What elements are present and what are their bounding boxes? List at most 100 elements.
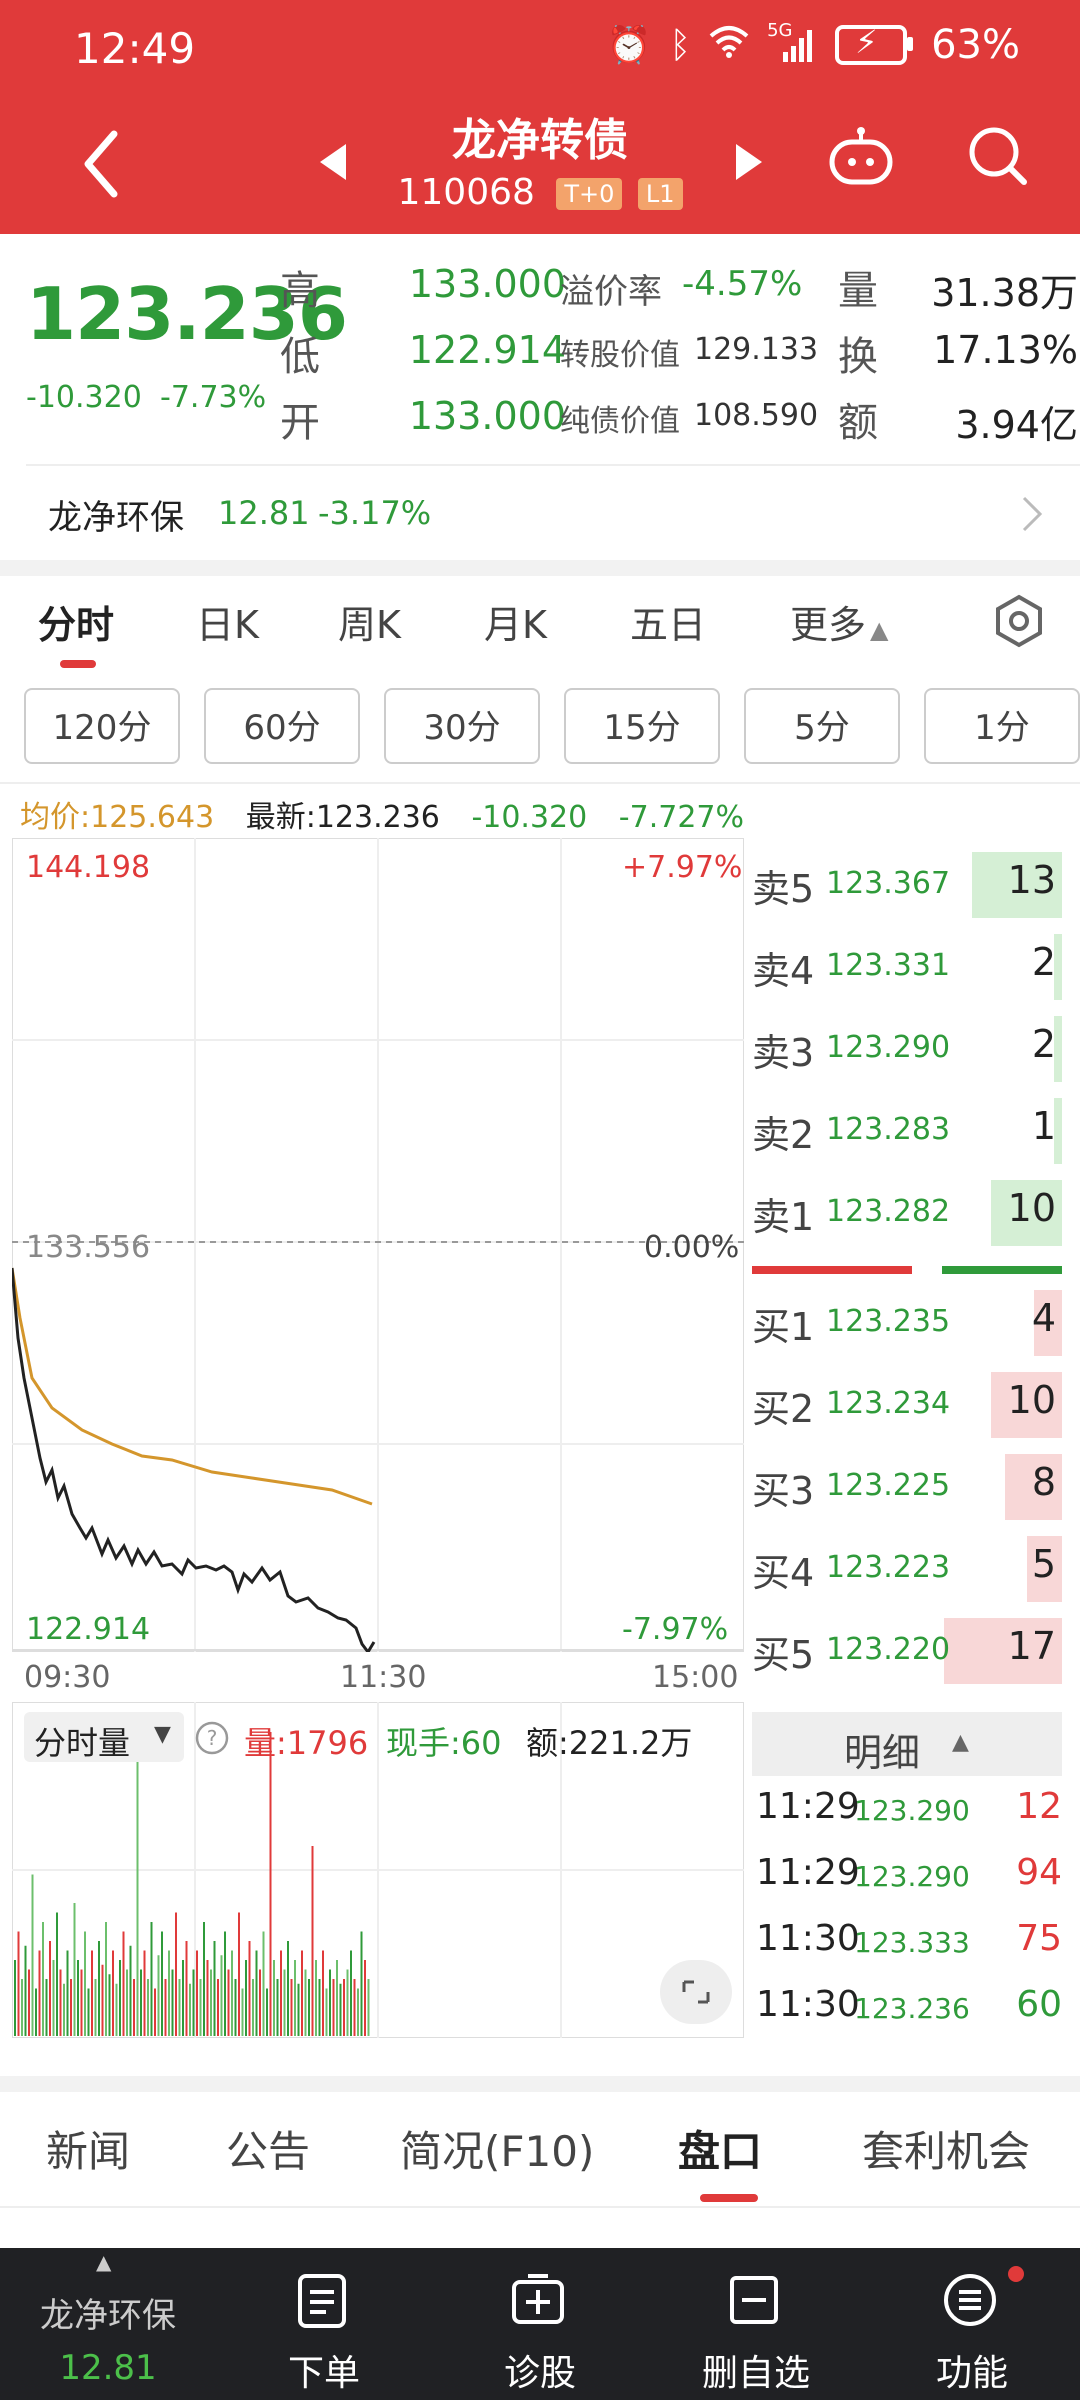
volume-bar: [164, 1979, 167, 2036]
notification-dot: [1008, 2266, 1024, 2282]
volume-bar: [255, 1950, 258, 2036]
volume-selector[interactable]: 分时量 ▼: [24, 1712, 184, 1762]
fullscreen-button[interactable]: [660, 1960, 732, 2024]
order-book-sell-row[interactable]: 卖1 123.282 10: [752, 1174, 1062, 1254]
latest-price: 最新:123.236: [245, 800, 440, 835]
volume-bar: [227, 1969, 230, 2036]
robot-assistant-icon[interactable]: [828, 126, 894, 186]
volume-bar: [357, 1988, 359, 2036]
order-book-sell-row[interactable]: 卖5 123.367 13: [752, 846, 1062, 926]
period-60min[interactable]: 60分: [204, 688, 360, 764]
tab-weekly-k[interactable]: 周K: [338, 603, 401, 647]
nav-related-stock[interactable]: ▲ 龙净环保 12.81: [0, 2248, 216, 2400]
volume-bar: [283, 1969, 286, 2036]
prev-stock-icon[interactable]: [320, 144, 346, 180]
page-title: 龙净转债: [452, 115, 628, 166]
order-book-sell-row[interactable]: 卖2 123.283 1: [752, 1092, 1062, 1172]
order-price: 123.331: [826, 948, 951, 983]
intraday-chart[interactable]: [12, 838, 744, 1652]
status-icons: ⏰ ᛒ 5G ⚡ 63%: [607, 20, 1020, 68]
nav-order-label: 下单: [287, 2353, 360, 2394]
period-15min[interactable]: 15分: [564, 688, 720, 764]
order-price: 123.225: [826, 1468, 951, 1503]
volume-bar: [21, 1979, 23, 2036]
next-stock-icon[interactable]: [736, 144, 762, 180]
order-price: 123.283: [826, 1112, 951, 1147]
trade-detail-row: 11:29 123.290 94: [756, 1842, 1062, 1908]
volume-bar: [119, 1960, 121, 2036]
order-book-sell-row[interactable]: 卖4 123.331 2: [752, 928, 1062, 1008]
related-stock-row[interactable]: 龙净环保 12.81 -3.17%: [0, 466, 1080, 560]
volume-bar: [206, 1960, 209, 2036]
nav-remove-label: 删自选: [701, 2353, 810, 2394]
tab-monthly-k[interactable]: 月K: [484, 603, 547, 647]
related-stock-pct: -3.17%: [318, 494, 432, 532]
volume-bar: [266, 1988, 268, 2036]
nav-order[interactable]: 下单: [216, 2248, 432, 2400]
order-level-label: 卖4: [752, 949, 815, 993]
order-volume-bar: [1054, 934, 1062, 1000]
volume-bar: [115, 1983, 118, 2036]
tab-intraday[interactable]: 分时: [38, 603, 115, 647]
volume-bar: [360, 1931, 363, 2036]
nav-remove-watchlist[interactable]: 删自选: [648, 2248, 864, 2400]
amount-label: 额: [838, 400, 878, 446]
order-book-buy-row[interactable]: 买2 123.234 10: [752, 1366, 1062, 1446]
stock-code: 110068: [397, 172, 535, 213]
volume-bar: [84, 1931, 86, 2036]
related-stock-price: 12.81: [218, 494, 310, 532]
related-stock-name: 龙净环保: [48, 498, 184, 538]
nav-diagnose[interactable]: 诊股: [432, 2248, 648, 2400]
tab-more[interactable]: 更多 ▲: [790, 594, 888, 649]
volume-bar: [122, 1931, 125, 2036]
active-tab-indicator: [700, 2194, 758, 2202]
trade-detail-row: 11:29 123.290 12: [756, 1776, 1062, 1842]
order-volume: 17: [1007, 1624, 1056, 1668]
order-book-buy-row[interactable]: 买3 123.225 8: [752, 1448, 1062, 1528]
order-book-sell-row[interactable]: 卖3 123.290 2: [752, 1010, 1062, 1090]
period-5min[interactable]: 5分: [744, 688, 900, 764]
caret-up-icon: ▲: [870, 616, 889, 644]
volume-bar: [238, 1912, 240, 2036]
detail-header[interactable]: 明细 ▲: [752, 1712, 1062, 1776]
signal-icon: 5G: [767, 20, 817, 64]
order-volume: 4: [1031, 1296, 1056, 1340]
order-level-label: 卖1: [752, 1195, 815, 1239]
help-icon[interactable]: ?: [194, 1720, 230, 1756]
bluetooth-icon: ᛒ: [669, 24, 692, 66]
tab-news[interactable]: 新闻: [46, 2127, 131, 2176]
price-line: [12, 1267, 376, 1652]
tab-order-book[interactable]: 盘口: [678, 2127, 763, 2176]
high-value: 133.000: [408, 262, 566, 306]
period-1min[interactable]: 1分: [924, 688, 1080, 764]
period-120min[interactable]: 120分: [24, 688, 180, 764]
order-book-buy-row[interactable]: 买1 123.235 4: [752, 1284, 1062, 1364]
order-level-label: 买3: [752, 1469, 815, 1513]
volume-bar: [311, 1846, 314, 2036]
volume-bar: [248, 1941, 251, 2036]
tab-daily-k[interactable]: 日K: [196, 603, 259, 647]
nav-functions[interactable]: 功能: [864, 2248, 1080, 2400]
chevron-right-icon: [1022, 496, 1043, 532]
volume-bar: [28, 1969, 30, 2036]
tab-arbitrage[interactable]: 套利机会: [862, 2127, 1031, 2176]
order-price: 123.235: [826, 1304, 951, 1339]
back-arrow-icon[interactable]: [70, 124, 130, 204]
period-30min[interactable]: 30分: [384, 688, 540, 764]
divider: [0, 782, 1080, 784]
settings-hexagon-icon[interactable]: [992, 594, 1046, 648]
order-volume-bar: [1034, 1290, 1062, 1356]
nav-functions-label: 功能: [935, 2353, 1008, 2394]
tab-overview-f10[interactable]: 简况(F10): [400, 2127, 595, 2176]
order-book-buy-row[interactable]: 买4 123.223 5: [752, 1530, 1062, 1610]
order-volume: 10: [1007, 1378, 1056, 1422]
search-icon[interactable]: [966, 124, 1030, 188]
volume-bar: [101, 1964, 104, 2036]
tab-five-day[interactable]: 五日: [630, 603, 707, 647]
trade-price: 123.333: [854, 1926, 970, 1959]
volume-bar: [178, 1979, 181, 2036]
volume-bar: [129, 1945, 132, 2036]
volume-bar: [105, 1922, 107, 2036]
order-book-buy-row[interactable]: 买5 123.220 17: [752, 1612, 1062, 1692]
tab-announcements[interactable]: 公告: [226, 2127, 311, 2176]
